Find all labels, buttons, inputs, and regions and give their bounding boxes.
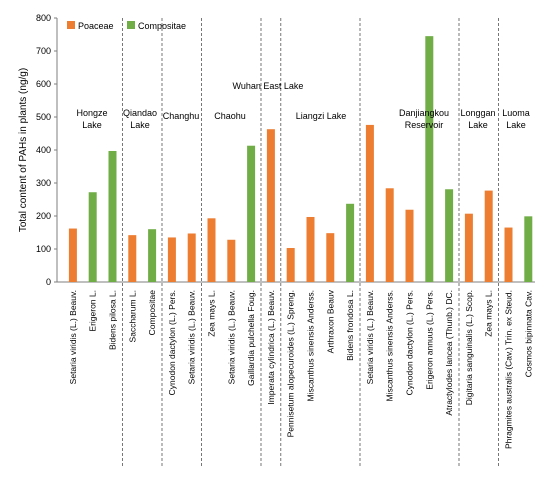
bar [128,235,137,282]
region-label: Wuhan East Lake [233,81,304,91]
region-label: Changhu [163,111,200,121]
y-tick-label: 200 [36,211,51,221]
y-tick-label: 500 [36,112,51,122]
region-label: Lake [468,120,488,130]
category-label: Setaria viridis (L.) Beauv. [68,290,78,384]
category-label: Zea mays L. [207,290,217,337]
legend-label: Compositae [138,21,186,31]
y-tick-label: 400 [36,145,51,155]
bar [148,229,157,282]
y-tick-label: 800 [36,13,51,23]
legend-label: Poaceae [78,21,114,31]
legend: Poaceae Compositae [67,21,186,31]
y-tick-label: 0 [46,277,51,287]
y-axis-title: Total content of PAHs in plants (ng/g) [18,68,29,232]
bar [227,239,236,282]
axes: 0 100 200 300 400 500 600 700 800 [36,13,535,287]
category-label: Imperata cylindrica (L.) Beauv. [266,290,276,405]
bar [187,233,196,282]
region-dividers [122,18,500,468]
bar [88,192,97,282]
category-labels: Setaria viridis (L.) Beauv. Erigeron L. Bi… [68,289,533,449]
region-label: Chaohu [214,111,246,121]
legend-swatch [67,21,75,29]
category-label: Atractylodes lancea (Thunb.) DC. [444,290,454,416]
bar [524,216,533,282]
category-label: Setaria viridis (L.) Beauv. [226,290,236,384]
region-label: Lake [82,120,102,130]
region-label: Lake [130,120,150,130]
y-tick-label: 700 [36,46,51,56]
bar [68,228,77,282]
bar [286,248,295,282]
bar [306,216,315,282]
bar [504,227,513,282]
category-label: Erigeron annuus (L.) Pers. [424,290,434,390]
bar [207,218,216,282]
region-label: Danjiangkou [399,108,449,118]
region-label: Longgan [460,108,495,118]
category-label: Bidens pilosa L. [108,290,118,350]
y-tick-label: 600 [36,79,51,89]
region-label: Reservoir [405,120,444,130]
region-label: Liangzi Lake [296,111,347,121]
bar [266,129,275,282]
region-label: Qiandao [123,108,157,118]
bar [108,150,117,282]
region-label: Luoma [502,108,530,118]
y-tick-label: 100 [36,244,51,254]
legend-swatch [127,21,135,29]
category-label: Phragmites australis (Cav.) Trin. ex Ste… [504,290,514,449]
category-label: Saccharum L. [127,290,137,342]
category-label: Miscanthus sinensis Anderss. [385,290,395,402]
category-label: Bidens frondosa L. [345,290,355,361]
bar [405,209,414,282]
bar [346,203,355,282]
category-label: Pennisetum alopecuroides (L.) Spreng. [286,290,296,437]
bar [425,36,434,283]
category-label: Cosmos bipinnata Cav. [523,290,533,377]
region-label: Lake [506,120,526,130]
category-label: Arthraxon Beauv [325,289,335,353]
bar [167,237,176,282]
category-label: Compositae [147,290,157,336]
bar [247,145,256,282]
category-label: Setaria viridis (L.) Beauv. [187,290,197,384]
category-label: Zea mays L. [484,290,494,337]
region-label: Hongze [76,108,107,118]
category-label: Erigeron L. [88,290,98,332]
bar [365,124,374,282]
bar [326,233,335,282]
bar [484,190,493,282]
category-label: Cynodon dactylon (L.) Pers. [405,290,415,395]
bars [68,36,533,283]
category-label: Setaria viridis (L.) Beauv. [365,290,375,384]
category-label: Cynodon dactylon (L.) Pers. [167,290,177,395]
bar [445,189,454,282]
bar [464,213,473,282]
category-label: Miscanthus sinensis Anderss. [306,290,316,402]
bar [385,188,394,282]
y-tick-label: 300 [36,178,51,188]
category-label: Digitaria sanguinalis (L.) Scop. [464,290,474,405]
category-label: Gaillardia pulchella Foug. [246,290,256,386]
region-labels: Hongze Lake Qiandao Lake Changhu Chaohu Wuhan … [76,81,529,130]
